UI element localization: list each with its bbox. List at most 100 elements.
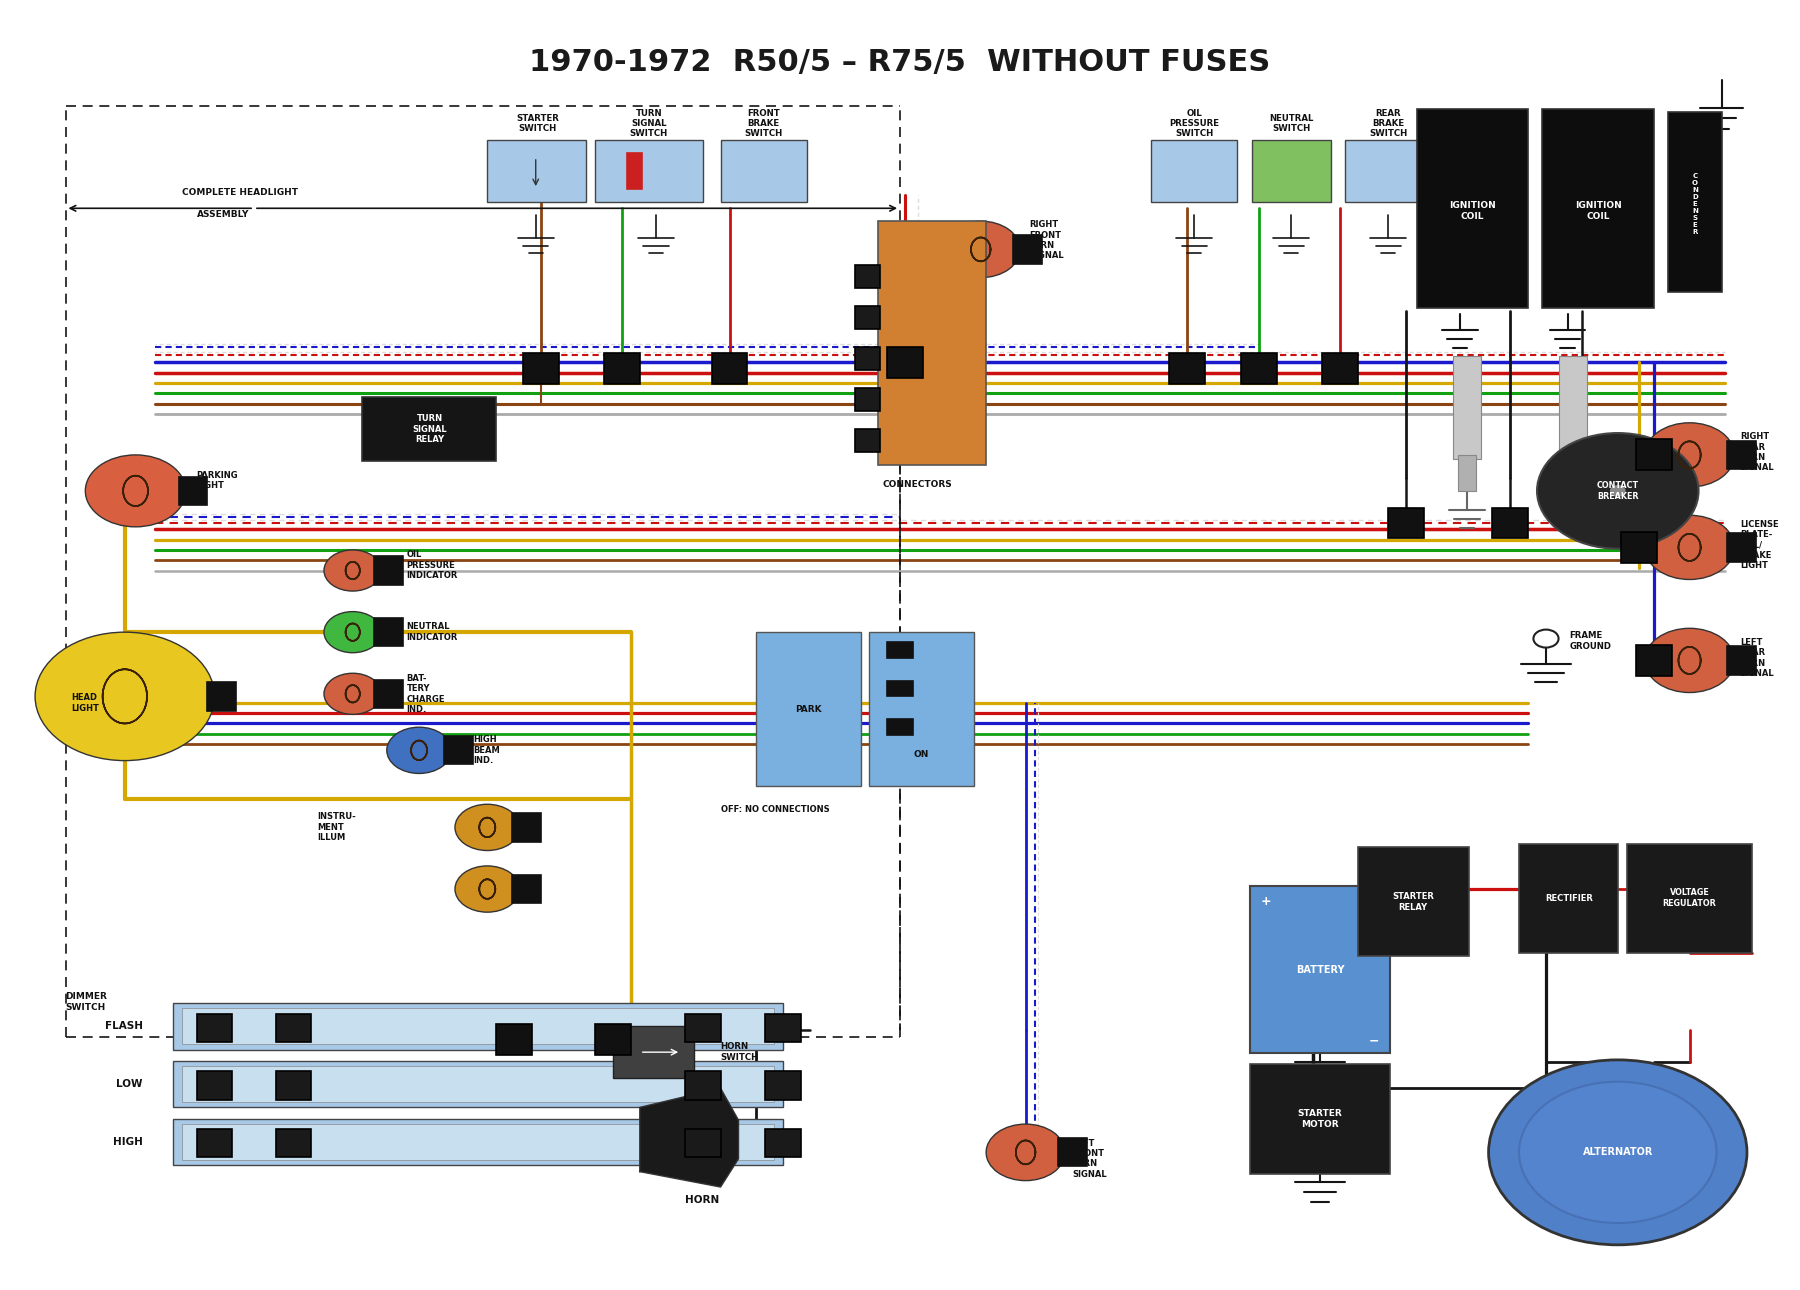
Text: PARK: PARK (796, 704, 823, 713)
Bar (524, 353, 560, 384)
Text: 1970-1972  R50/5 – R75/5  WITHOUT FUSES: 1970-1972 R50/5 – R75/5 WITHOUT FUSES (529, 48, 1271, 76)
Bar (720, 141, 806, 201)
Bar (765, 1072, 801, 1099)
Circle shape (1611, 486, 1625, 495)
Text: −: − (1368, 1035, 1379, 1047)
Text: COMPLETE HEADLIGHT: COMPLETE HEADLIGHT (182, 188, 299, 197)
Text: LEFT
REAR
TURN
SIGNAL: LEFT REAR TURN SIGNAL (1741, 637, 1775, 679)
Bar (182, 1009, 774, 1045)
Text: OFF: NO CONNECTIONS: OFF: NO CONNECTIONS (720, 805, 830, 814)
Text: NEUTRAL
INDICATOR: NEUTRAL INDICATOR (407, 623, 457, 642)
Text: HEAD
LIGHT: HEAD LIGHT (70, 693, 99, 712)
Text: HIGH
BEAM
IND.: HIGH BEAM IND. (473, 735, 500, 765)
Bar (275, 1014, 311, 1042)
Text: DIMMER
SWITCH: DIMMER SWITCH (65, 992, 108, 1011)
Bar (1636, 440, 1672, 471)
Bar (878, 221, 986, 466)
Bar (887, 642, 913, 658)
Bar (1240, 353, 1276, 384)
Text: TURN
SIGNAL
RELAY: TURN SIGNAL RELAY (412, 414, 446, 444)
Bar (756, 632, 860, 787)
Bar (1669, 112, 1723, 292)
Text: INSTRU-
MENT
ILLUM: INSTRU- MENT ILLUM (317, 813, 356, 842)
Bar (1170, 353, 1204, 384)
Bar (497, 1024, 533, 1055)
Text: IGNITION
COIL: IGNITION COIL (1449, 201, 1496, 221)
Text: STARTER
RELAY: STARTER RELAY (1391, 893, 1435, 912)
Bar (207, 682, 236, 711)
Bar (1728, 441, 1757, 470)
Bar (362, 397, 497, 462)
Text: +: + (1260, 895, 1271, 908)
Bar (1321, 353, 1357, 384)
Circle shape (1489, 1060, 1748, 1245)
Bar (1417, 110, 1528, 308)
Bar (765, 1014, 801, 1042)
Text: VOLTAGE
REGULATOR: VOLTAGE REGULATOR (1663, 889, 1717, 908)
Text: LEFT
FRONT
TURN
SIGNAL: LEFT FRONT TURN SIGNAL (1073, 1139, 1107, 1179)
Bar (596, 1024, 630, 1055)
Bar (173, 1004, 783, 1050)
Bar (1058, 1138, 1087, 1166)
Text: OIL
PRESSURE
SWITCH: OIL PRESSURE SWITCH (1170, 108, 1219, 138)
Bar (374, 618, 403, 646)
Bar (374, 680, 403, 708)
Bar (1519, 844, 1618, 953)
Bar (1492, 507, 1528, 538)
Circle shape (1534, 630, 1559, 648)
Bar (1251, 141, 1330, 201)
Bar (596, 141, 702, 201)
Bar (855, 347, 880, 370)
Text: IGNITION
COIL: IGNITION COIL (1575, 201, 1622, 221)
Bar (855, 388, 880, 412)
Bar (173, 1062, 783, 1107)
Bar (684, 1072, 720, 1099)
Text: FRAME
GROUND: FRAME GROUND (1570, 631, 1611, 651)
Bar (887, 347, 923, 378)
Bar (626, 154, 641, 190)
Text: BATTERY: BATTERY (1296, 965, 1345, 975)
Bar (711, 353, 747, 384)
Text: HORN: HORN (686, 1195, 720, 1205)
Text: RECTIFIER: RECTIFIER (1546, 894, 1593, 903)
Bar (182, 1067, 774, 1102)
Bar (196, 1014, 232, 1042)
Polygon shape (639, 1089, 738, 1187)
Circle shape (1519, 1082, 1717, 1223)
Bar (1728, 533, 1757, 561)
Bar (173, 1118, 783, 1165)
Bar (887, 681, 913, 697)
Text: BAT-
TERY
CHARGE
IND.: BAT- TERY CHARGE IND. (407, 673, 445, 713)
Circle shape (941, 221, 1021, 277)
Text: NEUTRAL
SWITCH: NEUTRAL SWITCH (1269, 114, 1314, 133)
Text: HORN
SWITCH: HORN SWITCH (720, 1042, 760, 1062)
Bar (1622, 531, 1658, 562)
Bar (374, 556, 403, 584)
Bar (513, 875, 542, 903)
Bar (1543, 110, 1654, 308)
Bar (182, 1124, 774, 1160)
Text: FLASH: FLASH (104, 1022, 142, 1032)
Bar (275, 1129, 311, 1157)
Circle shape (324, 611, 382, 653)
Text: RIGHT
REAR
TURN
SIGNAL: RIGHT REAR TURN SIGNAL (1741, 432, 1775, 472)
Text: TURN
SIGNAL
SWITCH: TURN SIGNAL SWITCH (630, 108, 668, 138)
Circle shape (1645, 423, 1735, 488)
Bar (855, 430, 880, 453)
Text: FRONT
BRAKE
SWITCH: FRONT BRAKE SWITCH (745, 108, 783, 138)
Text: CONNECTORS: CONNECTORS (882, 480, 952, 489)
Circle shape (986, 1124, 1066, 1180)
Bar (855, 306, 880, 329)
Bar (605, 353, 639, 384)
Bar (488, 141, 587, 201)
Bar (1627, 844, 1753, 953)
Text: PARKING
LIGHT: PARKING LIGHT (196, 471, 238, 490)
Bar (684, 1014, 720, 1042)
Bar (275, 1072, 311, 1099)
Bar (196, 1072, 232, 1099)
Bar (1458, 455, 1476, 491)
Bar (684, 1129, 720, 1157)
Text: ALTERNATOR: ALTERNATOR (1582, 1147, 1652, 1157)
Text: ASSEMBLY: ASSEMBLY (196, 210, 248, 219)
Bar (1453, 356, 1481, 459)
